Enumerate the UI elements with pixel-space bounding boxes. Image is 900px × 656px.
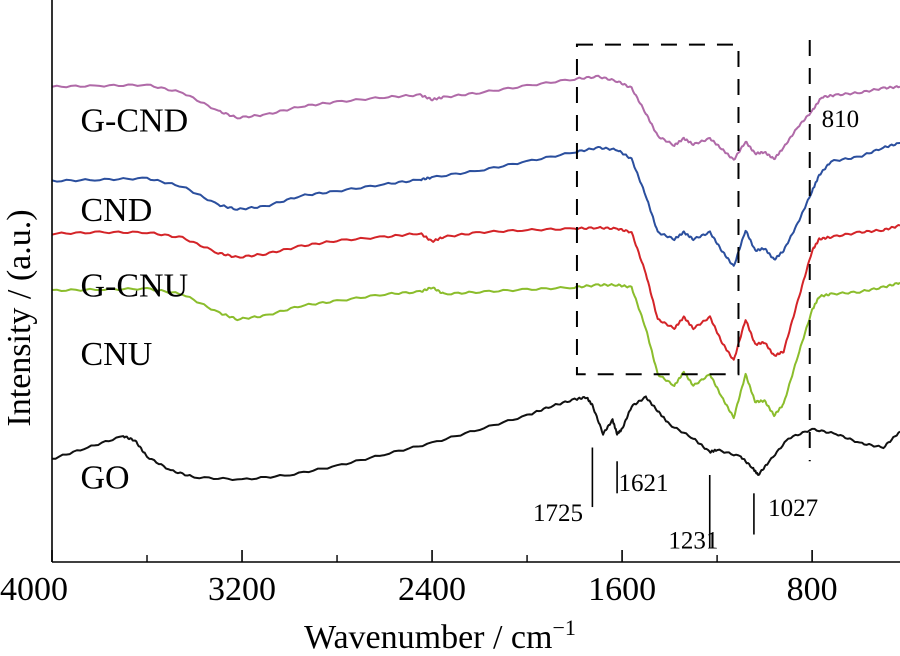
series-label-g-cnd: G-CND	[81, 103, 189, 140]
highlight-dashed-box	[575, 43, 740, 376]
peak-label-810: 810	[822, 106, 860, 133]
x-tick-label: 2400	[398, 571, 466, 608]
x-tick-label: 3200	[208, 571, 276, 608]
series-line-cnu	[51, 281, 900, 420]
x-tick-label: 4000	[0, 571, 68, 608]
series-line-go	[51, 395, 900, 482]
peak-label-1231: 1231	[668, 527, 718, 554]
series-line-cnd	[51, 142, 900, 267]
x-tick-label: 1600	[588, 571, 656, 608]
series-label-g-cnu: G-CNU	[81, 267, 189, 304]
y-axis-title: Intensity / (a.u.)	[1, 209, 38, 426]
series-labels: G-CND CND G-CNU CNU GO	[81, 103, 189, 497]
x-axis-title-superscript: −1	[552, 615, 575, 640]
x-axis-ticks: 4000 3200 2400 1600 800	[0, 550, 838, 608]
peak-label-1621: 1621	[618, 470, 668, 497]
x-tick-label: 800	[787, 571, 838, 608]
series-label-cnd: CND	[81, 192, 153, 229]
x-axis-title: Wavenumber / cm−1	[304, 615, 576, 656]
peak-label-1027: 1027	[768, 495, 818, 522]
series-label-go: GO	[81, 460, 130, 497]
peak-label-1725: 1725	[533, 500, 583, 527]
plot-area	[51, 40, 900, 482]
x-axis-title-main: Wavenumber / cm	[304, 619, 552, 656]
series-line-g-cnu	[51, 224, 900, 361]
peak-annotations: 810 1725 1621 1231 1027	[533, 106, 859, 554]
series-label-cnu: CNU	[81, 336, 153, 373]
series-line-g-cnd	[51, 74, 900, 161]
